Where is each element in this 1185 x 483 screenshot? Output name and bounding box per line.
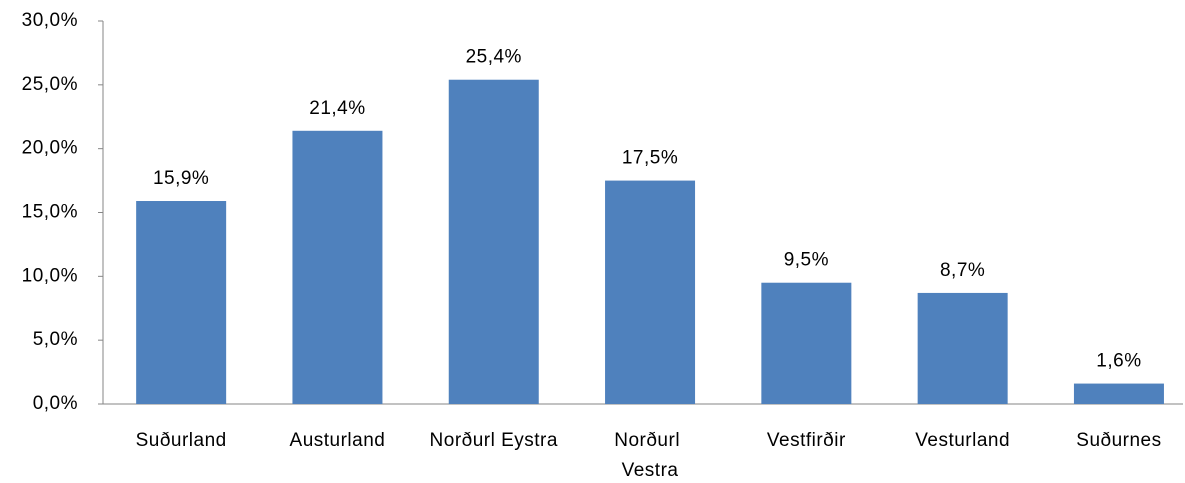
bar xyxy=(761,282,852,404)
x-tick-label: Suðurland xyxy=(136,430,227,451)
x-tick-label: Norðurl Eystra xyxy=(430,430,558,451)
value-label: 17,5% xyxy=(622,148,678,169)
y-tick-label: 30,0% xyxy=(22,10,78,31)
value-label: 15,9% xyxy=(153,168,209,189)
x-tick-label: Suðurnes xyxy=(1076,430,1161,451)
y-tick-label: 5,0% xyxy=(33,329,78,350)
y-tick-label: 25,0% xyxy=(22,74,78,95)
value-label: 9,5% xyxy=(784,250,829,271)
y-tick-label: 10,0% xyxy=(22,265,78,286)
bar xyxy=(292,130,383,404)
bar xyxy=(448,79,539,404)
x-tick-label: Vesturland xyxy=(915,430,1010,451)
value-label: 21,4% xyxy=(309,98,365,119)
bar xyxy=(136,201,227,404)
y-tick-label: 15,0% xyxy=(22,202,78,223)
bar xyxy=(605,180,696,404)
x-tick-label: Vestfirðir xyxy=(767,430,846,451)
x-tick-label: Norðurl Vestra xyxy=(614,430,686,481)
y-tick-label: 0,0% xyxy=(33,393,78,414)
y-tick-label: 20,0% xyxy=(22,138,78,159)
value-label: 1,6% xyxy=(1096,351,1141,372)
value-label: 8,7% xyxy=(940,260,985,281)
bar xyxy=(1073,383,1164,404)
x-tick-label: Austurland xyxy=(290,430,386,451)
value-label: 25,4% xyxy=(466,47,522,68)
bar xyxy=(917,292,1008,404)
